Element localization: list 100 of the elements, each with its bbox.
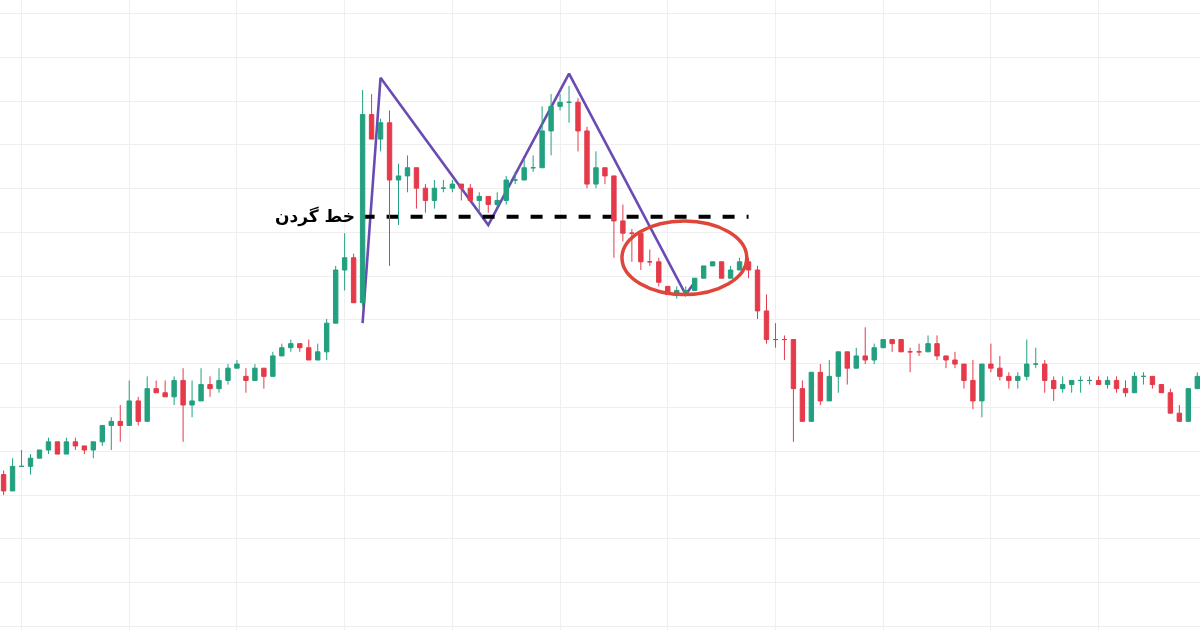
candlestick	[126, 379, 132, 426]
candlestick	[1185, 388, 1192, 422]
candlestick	[341, 232, 348, 291]
candlestick	[288, 339, 294, 353]
candlestick	[467, 183, 474, 201]
candlestick	[1122, 379, 1129, 398]
candlestick	[916, 343, 922, 357]
candlestick	[252, 363, 258, 381]
candlestick	[458, 183, 465, 201]
candlestick	[72, 437, 79, 451]
candlestick	[862, 326, 868, 365]
candlestick	[889, 339, 895, 353]
candlestick	[449, 179, 456, 193]
candlestick	[1104, 375, 1111, 390]
candlestick	[207, 375, 213, 398]
candlestick	[1006, 371, 1012, 390]
candlestick	[198, 367, 204, 402]
candlestick	[593, 150, 599, 189]
candlestick	[611, 175, 617, 259]
candlestick	[952, 351, 958, 369]
candlestick	[359, 89, 366, 308]
candlestick	[575, 97, 581, 152]
candlestick	[871, 343, 877, 365]
candlestick	[153, 379, 159, 394]
candlestick	[620, 204, 626, 242]
candlestick	[350, 253, 357, 304]
candlestick	[243, 367, 249, 394]
candlestick	[736, 257, 743, 271]
candlestick	[700, 265, 707, 279]
candlestick	[988, 343, 994, 373]
candlestick	[306, 339, 312, 361]
candlestick	[27, 453, 34, 476]
candlestick	[808, 371, 815, 422]
candlestick	[629, 228, 635, 263]
candlestick	[0, 469, 7, 496]
candlestick	[485, 195, 491, 214]
candlestick	[503, 175, 509, 206]
candlestick	[261, 367, 267, 390]
candlestick	[1140, 371, 1147, 386]
candlestick	[521, 159, 527, 181]
candlestick	[315, 343, 321, 361]
candlestick	[332, 265, 339, 324]
candlestick	[1194, 371, 1200, 390]
candlestick	[63, 437, 70, 455]
candlestick	[413, 167, 420, 210]
candlestick	[440, 179, 447, 193]
candlestick	[772, 322, 779, 349]
candlestick	[557, 93, 563, 111]
candlestick	[404, 154, 411, 193]
candlestick	[1095, 375, 1102, 386]
candlestick	[602, 167, 608, 185]
candlestick	[1059, 375, 1066, 394]
candlestick	[799, 379, 806, 422]
candlestick	[943, 355, 949, 369]
candlestick	[1042, 359, 1048, 394]
candlestick	[45, 437, 52, 455]
candlestick	[225, 363, 231, 386]
candlestick	[234, 359, 240, 369]
candlestick	[638, 232, 644, 271]
candlestick	[548, 93, 554, 156]
candlestick	[1086, 375, 1093, 386]
candlestick	[691, 277, 698, 291]
candlestick	[1149, 375, 1156, 390]
candlestick	[790, 339, 797, 443]
candlestick	[530, 154, 536, 173]
candlestick	[189, 379, 195, 418]
candlestick	[1167, 388, 1174, 414]
candlestick	[494, 191, 500, 210]
candlestick	[279, 343, 285, 357]
candlestick	[584, 126, 590, 189]
candlestick	[81, 445, 88, 455]
candlestick	[1068, 379, 1075, 394]
candlestick	[997, 355, 1003, 381]
candlestick	[395, 163, 402, 226]
candlestick	[18, 449, 25, 467]
candlestick	[718, 261, 725, 279]
candlestick	[817, 363, 824, 406]
candlestick	[377, 118, 384, 152]
candlestick	[422, 183, 429, 214]
candlestick	[216, 367, 222, 394]
candlestick	[368, 93, 375, 140]
candlestick	[970, 359, 976, 410]
candlestick	[1131, 371, 1138, 394]
candlestick	[853, 347, 859, 369]
candlestick	[117, 404, 123, 443]
candlestick	[1113, 375, 1120, 394]
candlestick	[1024, 339, 1030, 381]
candlestick	[925, 334, 931, 353]
candlestick	[835, 351, 841, 394]
candlestick	[763, 294, 770, 345]
candlestick	[880, 339, 886, 349]
candlestick	[512, 171, 518, 185]
candlestick	[431, 179, 438, 210]
candlestick	[36, 449, 43, 459]
candlestick	[1015, 371, 1021, 390]
candlestick	[270, 351, 276, 377]
candlestick	[162, 379, 168, 398]
candlestick	[108, 416, 114, 451]
candlestick	[476, 191, 482, 214]
candlestick	[979, 363, 985, 418]
